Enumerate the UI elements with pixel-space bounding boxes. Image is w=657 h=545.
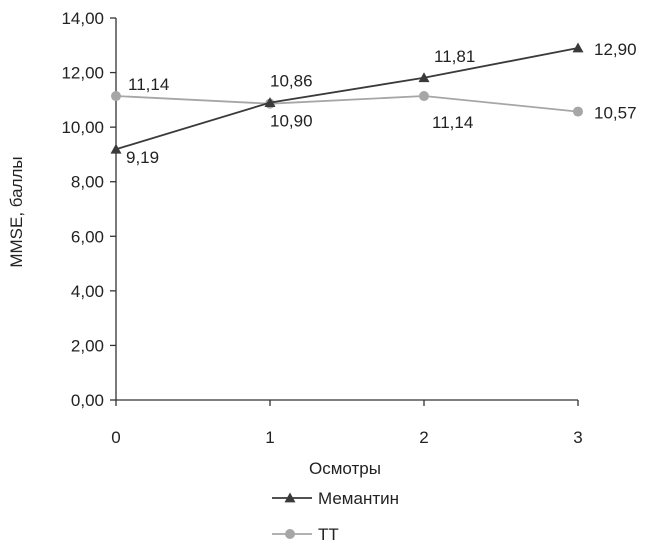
x-tick-label: 3 bbox=[573, 428, 582, 447]
legend-marker-circle bbox=[285, 529, 295, 539]
y-tick-label: 8,00 bbox=[71, 173, 104, 192]
data-point-triangle bbox=[418, 72, 430, 83]
data-point-circle bbox=[573, 106, 583, 117]
data-label: 10,90 bbox=[270, 112, 313, 131]
data-label: 11,14 bbox=[432, 113, 473, 132]
legend-label: Мемантин bbox=[318, 489, 399, 508]
y-tick-label: 0,00 bbox=[71, 391, 104, 410]
series-memantine bbox=[110, 42, 584, 154]
x-axis-title: Осмотры bbox=[309, 459, 381, 478]
y-tick-label: 6,00 bbox=[71, 227, 104, 246]
series-line bbox=[115, 95, 579, 113]
legend-label: ТТ bbox=[318, 525, 339, 544]
data-point-triangle bbox=[572, 42, 584, 53]
data-label: 10,86 bbox=[270, 72, 313, 91]
data-label: 9,19 bbox=[126, 148, 159, 167]
series-tt bbox=[111, 91, 583, 117]
data-label: 11,81 bbox=[434, 47, 475, 66]
series-layer: 9,19 10,90 11,81 12,90 11,14 10,86 11,14 10,57 bbox=[110, 40, 637, 167]
y-tick-label: 2,00 bbox=[71, 336, 104, 355]
data-label: 11,14 bbox=[128, 75, 169, 94]
data-point-circle bbox=[419, 91, 429, 102]
series-line bbox=[115, 47, 579, 151]
data-point-triangle bbox=[264, 97, 276, 107]
x-tick-label: 2 bbox=[419, 428, 428, 447]
x-tick-label: 1 bbox=[265, 428, 274, 447]
data-labels-memantine: 9,19 10,90 11,81 12,90 bbox=[126, 40, 637, 167]
y-tick-label: 14,00 bbox=[61, 9, 104, 28]
y-axis-title: MMSE, баллы bbox=[7, 156, 26, 267]
data-point-triangle bbox=[110, 143, 122, 154]
legend: Мемантин ТТ bbox=[272, 489, 399, 544]
data-labels-tt: 11,14 10,86 11,14 10,57 bbox=[128, 72, 637, 132]
data-label: 10,57 bbox=[594, 104, 637, 123]
legend-item: ТТ bbox=[272, 525, 339, 544]
x-axis: 0 1 2 3 bbox=[111, 399, 583, 447]
data-label: 12,90 bbox=[594, 40, 637, 59]
x-tick-label: 0 bbox=[111, 428, 120, 447]
y-axis: 0,00 2,00 4,00 6,00 8,00 10,00 12,00 14,00 bbox=[61, 9, 117, 410]
y-tick-label: 4,00 bbox=[71, 282, 104, 301]
data-point-circle bbox=[111, 91, 121, 102]
legend-marker-triangle bbox=[284, 492, 296, 503]
legend-item: Мемантин bbox=[272, 489, 399, 508]
y-tick-label: 10,00 bbox=[61, 118, 104, 137]
y-tick-label: 12,00 bbox=[61, 64, 104, 83]
